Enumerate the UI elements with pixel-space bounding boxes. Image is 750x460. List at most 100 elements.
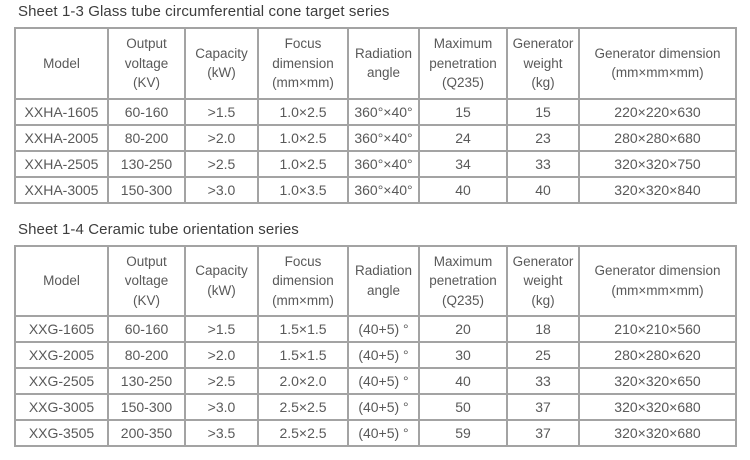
table-cell: (40+5) ° bbox=[347, 367, 420, 396]
column-header: Capacity (kW) bbox=[184, 27, 259, 100]
table-cell: XXHA-2005 bbox=[14, 123, 109, 152]
table-cell: 80-200 bbox=[107, 123, 186, 152]
table-cell: 80-200 bbox=[107, 341, 186, 370]
table-cell: 40 bbox=[418, 367, 508, 396]
column-header: Generator weight (kg) bbox=[506, 244, 580, 318]
sheet-title: Sheet 1-4 Ceramic tube orientation serie… bbox=[18, 220, 299, 238]
table-cell: 40 bbox=[506, 175, 580, 204]
table-cell: 2.0×2.0 bbox=[257, 367, 349, 396]
table-cell: 1.5×1.5 bbox=[257, 341, 349, 370]
table-cell: >3.5 bbox=[184, 419, 259, 448]
table-cell: 200-350 bbox=[107, 419, 186, 448]
table-cell: 150-300 bbox=[107, 393, 186, 422]
table-cell: (40+5) ° bbox=[347, 341, 420, 370]
table-cell: 1.0×2.5 bbox=[257, 149, 349, 178]
table-row: XXG-3005 150-300 >3.0 2.5×2.5 (40+5) ° 50 37 32… bbox=[14, 393, 737, 422]
table-cell: 360°×40° bbox=[347, 175, 420, 204]
table-cell: 24 bbox=[418, 123, 508, 152]
table-cell: XXG-3005 bbox=[14, 393, 109, 422]
table-cell: 18 bbox=[506, 315, 580, 344]
column-header: Maximum penetration (Q235) bbox=[418, 244, 508, 318]
table-cell: >1.5 bbox=[184, 315, 259, 344]
table-cell: XXG-2005 bbox=[14, 341, 109, 370]
table-cell: 37 bbox=[506, 393, 580, 422]
column-header: Radiation angle bbox=[347, 27, 420, 100]
table-cell: 1.0×2.5 bbox=[257, 123, 349, 152]
header-row: Model Output voltage (KV) Capacity (kW) Foc… bbox=[14, 27, 737, 100]
table-cell: (40+5) ° bbox=[347, 393, 420, 422]
table-cell: 15 bbox=[418, 97, 508, 126]
table-cell: 130-250 bbox=[107, 149, 186, 178]
table-row: XXHA-1605 60-160 >1.5 1.0×2.5 360°×40° 15 15 22… bbox=[14, 97, 737, 126]
table-cell: (40+5) ° bbox=[347, 419, 420, 448]
column-header: Radiation angle bbox=[347, 244, 420, 318]
table-row: XXHA-2505 130-250 >2.5 1.0×2.5 360°×40° 34 33 3… bbox=[14, 149, 737, 178]
table-cell: >2.5 bbox=[184, 367, 259, 396]
table-cell: 30 bbox=[418, 341, 508, 370]
table-cell: 320×320×750 bbox=[578, 149, 737, 178]
sheet-section: Sheet 1-4 Ceramic tube orientation serie… bbox=[14, 221, 750, 448]
table-cell: XXHA-3005 bbox=[14, 175, 109, 204]
table-cell: 23 bbox=[506, 123, 580, 152]
table-cell: XXG-1605 bbox=[14, 315, 109, 344]
table-cell: XXHA-2505 bbox=[14, 149, 109, 178]
table-cell: 60-160 bbox=[107, 315, 186, 344]
table-cell: >3.0 bbox=[184, 175, 259, 204]
table-row: XXG-2505 130-250 >2.5 2.0×2.0 (40+5) ° 40 33 32… bbox=[14, 367, 737, 396]
table-cell: 33 bbox=[506, 367, 580, 396]
table-row: XXG-1605 60-160 >1.5 1.5×1.5 (40+5) ° 20 18 210… bbox=[14, 315, 737, 344]
table-row: XXG-3505 200-350 >3.5 2.5×2.5 (40+5) ° 59 37 32… bbox=[14, 419, 737, 448]
document-page: Sheet 1-3 Glass tube circumferential con… bbox=[14, 3, 750, 448]
table-cell: 25 bbox=[506, 341, 580, 370]
column-header: Generator weight (kg) bbox=[506, 27, 580, 100]
column-header: Maximum penetration (Q235) bbox=[418, 27, 508, 100]
column-header: Output voltage (KV) bbox=[107, 27, 186, 100]
column-header: Model bbox=[14, 27, 109, 100]
column-header: Focus dimension (mm×mm) bbox=[257, 244, 349, 318]
column-header: Generator dimension (mm×mm×mm) bbox=[578, 27, 737, 100]
table-cell: >2.0 bbox=[184, 341, 259, 370]
table-cell: XXG-2505 bbox=[14, 367, 109, 396]
table-row: XXHA-2005 80-200 >2.0 1.0×2.5 360°×40° 24 23 28… bbox=[14, 123, 737, 152]
table-cell: 360°×40° bbox=[347, 97, 420, 126]
table-cell: 1.0×3.5 bbox=[257, 175, 349, 204]
table-cell: XXG-3505 bbox=[14, 419, 109, 448]
table-cell: 15 bbox=[506, 97, 580, 126]
table-cell: 33 bbox=[506, 149, 580, 178]
table-cell: 130-250 bbox=[107, 367, 186, 396]
column-header: Focus dimension (mm×mm) bbox=[257, 27, 349, 100]
table-cell: 210×210×560 bbox=[578, 315, 737, 344]
table-cell: 320×320×680 bbox=[578, 393, 737, 422]
table-cell: 320×320×650 bbox=[578, 367, 737, 396]
table-cell: 1.0×2.5 bbox=[257, 97, 349, 126]
table-cell: 280×280×680 bbox=[578, 123, 737, 152]
table-cell: 40 bbox=[418, 175, 508, 204]
spec-table: Model Output voltage (KV) Capacity (kW) Foc… bbox=[14, 27, 737, 204]
table-cell: 2.5×2.5 bbox=[257, 393, 349, 422]
table-cell: 1.5×1.5 bbox=[257, 315, 349, 344]
table-row: XXHA-3005 150-300 >3.0 1.0×3.5 360°×40° 40 40 3… bbox=[14, 175, 737, 204]
table-cell: XXHA-1605 bbox=[14, 97, 109, 126]
table-cell: 360°×40° bbox=[347, 123, 420, 152]
table-cell: 320×320×680 bbox=[578, 419, 737, 448]
table-cell: 150-300 bbox=[107, 175, 186, 204]
table-cell: >3.0 bbox=[184, 393, 259, 422]
table-cell: 220×220×630 bbox=[578, 97, 737, 126]
column-header: Output voltage (KV) bbox=[107, 244, 186, 318]
column-header: Model bbox=[14, 244, 109, 318]
table-row: XXG-2005 80-200 >2.0 1.5×1.5 (40+5) ° 30 25 280… bbox=[14, 341, 737, 370]
column-header: Generator dimension (mm×mm×mm) bbox=[578, 244, 737, 318]
table-cell: 60-160 bbox=[107, 97, 186, 126]
table-cell: 20 bbox=[418, 315, 508, 344]
table-cell: >2.5 bbox=[184, 149, 259, 178]
table-cell: 59 bbox=[418, 419, 508, 448]
table-cell: 320×320×840 bbox=[578, 175, 737, 204]
table-cell: 50 bbox=[418, 393, 508, 422]
column-header: Capacity (kW) bbox=[184, 244, 259, 318]
header-row: Model Output voltage (KV) Capacity (kW) Foc… bbox=[14, 244, 737, 318]
table-cell: >1.5 bbox=[184, 97, 259, 126]
table-cell: 37 bbox=[506, 419, 580, 448]
table-cell: >2.0 bbox=[184, 123, 259, 152]
table-cell: 280×280×620 bbox=[578, 341, 737, 370]
table-cell: 34 bbox=[418, 149, 508, 178]
